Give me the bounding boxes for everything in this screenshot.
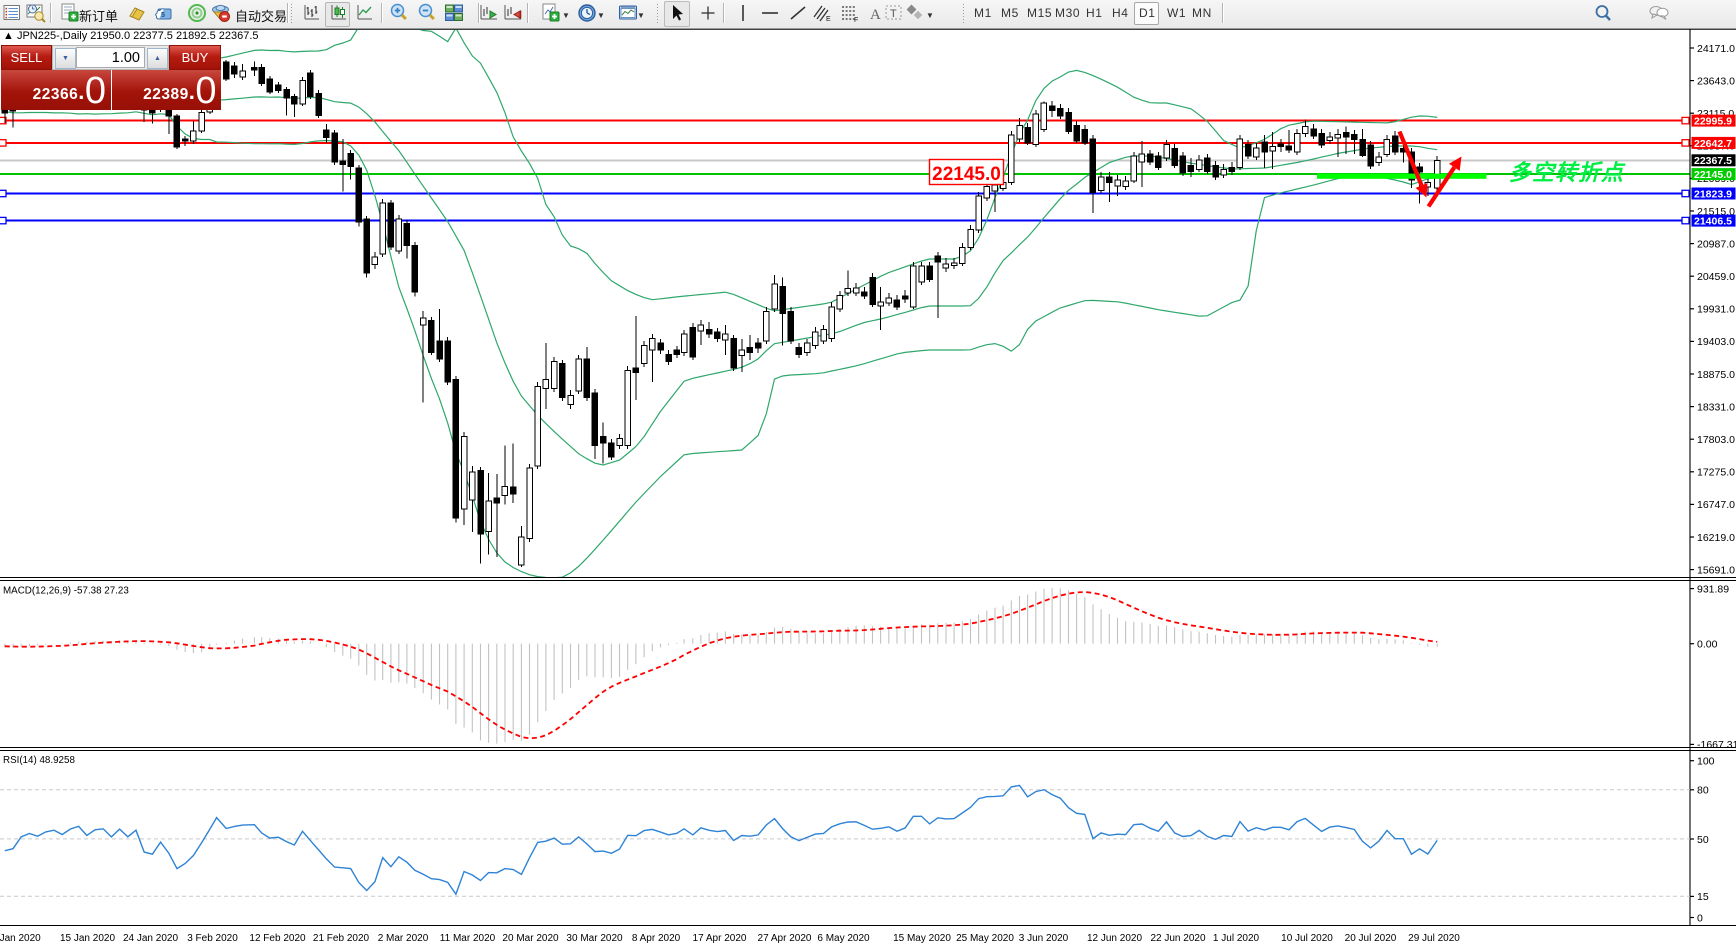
svg-text:15: 15 (1697, 891, 1709, 903)
svg-text:19403.0: 19403.0 (1697, 336, 1735, 348)
svg-text:11 Mar 2020: 11 Mar 2020 (440, 933, 496, 944)
svg-text:多空转折点: 多空转折点 (1509, 160, 1626, 185)
svg-text:3 Jun 2020: 3 Jun 2020 (1019, 933, 1069, 944)
svg-text:23643.0: 23643.0 (1697, 75, 1735, 87)
svg-text:T: T (890, 8, 897, 20)
svg-text:MACD(12,26,9) -57.38 27.23: MACD(12,26,9) -57.38 27.23 (3, 586, 129, 597)
svg-text:16747.0: 16747.0 (1697, 499, 1735, 511)
svg-text:17275.0: 17275.0 (1697, 467, 1735, 479)
svg-text:0.00: 0.00 (1697, 639, 1718, 651)
svg-text:2 Mar 2020: 2 Mar 2020 (378, 933, 429, 944)
svg-text:29 Jul 2020: 29 Jul 2020 (1408, 933, 1460, 944)
svg-text:22995.9: 22995.9 (1694, 116, 1732, 128)
svg-text:30 Mar 2020: 30 Mar 2020 (566, 933, 623, 944)
svg-text:6 May 2020: 6 May 2020 (817, 933, 870, 944)
svg-text:931.89: 931.89 (1697, 583, 1729, 595)
svg-text:21406.5: 21406.5 (1694, 216, 1732, 228)
svg-text:18875.0: 18875.0 (1697, 369, 1735, 381)
svg-text:19931.0: 19931.0 (1697, 304, 1735, 316)
svg-text:▲ JPN225-,Daily 21950.0 22377: ▲ JPN225-,Daily 21950.0 22377.5 21892.5 … (3, 30, 259, 42)
svg-text:F: F (854, 17, 858, 23)
svg-text:16219.0: 16219.0 (1697, 532, 1735, 544)
svg-text:15 Jan 2020: 15 Jan 2020 (60, 933, 115, 944)
svg-text:20987.0: 20987.0 (1697, 238, 1735, 250)
svg-text:22 Jun 2020: 22 Jun 2020 (1150, 933, 1205, 944)
svg-text:A: A (870, 7, 881, 23)
svg-text:-1667.31: -1667.31 (1697, 739, 1736, 751)
svg-text:80: 80 (1697, 785, 1709, 797)
svg-text:15 May 2020: 15 May 2020 (893, 933, 951, 944)
svg-text:22642.7: 22642.7 (1694, 138, 1732, 150)
svg-text:E: E (826, 16, 831, 23)
svg-text:18331.0: 18331.0 (1697, 401, 1735, 413)
svg-text:22145.0: 22145.0 (932, 164, 1001, 185)
svg-text:5 Jan 2020: 5 Jan 2020 (0, 933, 41, 944)
svg-text:20 Mar 2020: 20 Mar 2020 (502, 933, 559, 944)
svg-text:50: 50 (1697, 834, 1709, 846)
svg-text:21823.9: 21823.9 (1694, 188, 1732, 200)
svg-text:17803.0: 17803.0 (1697, 434, 1735, 446)
svg-text:20 Jul 2020: 20 Jul 2020 (1345, 933, 1397, 944)
svg-text:RSI(14) 48.9258: RSI(14) 48.9258 (3, 755, 75, 766)
svg-text:25 May 2020: 25 May 2020 (956, 933, 1014, 944)
svg-text:3 Feb 2020: 3 Feb 2020 (187, 933, 238, 944)
svg-text:100: 100 (1697, 756, 1715, 768)
svg-text:10 Jul 2020: 10 Jul 2020 (1281, 933, 1333, 944)
svg-text:20459.0: 20459.0 (1697, 271, 1735, 283)
svg-text:22367.5: 22367.5 (1694, 155, 1732, 167)
svg-text:1 Jul 2020: 1 Jul 2020 (1213, 933, 1260, 944)
svg-text:27 Apr 2020: 27 Apr 2020 (758, 933, 812, 944)
svg-text:22145.0: 22145.0 (1694, 169, 1732, 181)
svg-text:24171.0: 24171.0 (1697, 43, 1735, 55)
svg-text:5: 5 (161, 12, 165, 19)
svg-text:12 Jun 2020: 12 Jun 2020 (1087, 933, 1142, 944)
svg-text:12 Feb 2020: 12 Feb 2020 (249, 933, 306, 944)
svg-text:17 Apr 2020: 17 Apr 2020 (693, 933, 747, 944)
svg-text:21 Feb 2020: 21 Feb 2020 (313, 933, 370, 944)
svg-text:0: 0 (1697, 912, 1703, 924)
svg-text:8 Apr 2020: 8 Apr 2020 (632, 933, 681, 944)
svg-text:15691.0: 15691.0 (1697, 564, 1735, 576)
svg-text:24 Jan 2020: 24 Jan 2020 (123, 933, 178, 944)
